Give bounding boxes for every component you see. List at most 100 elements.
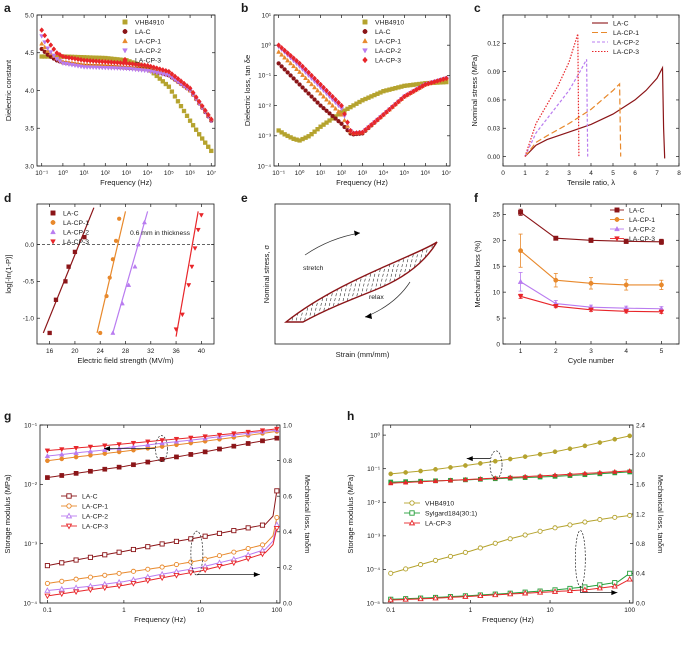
data-point xyxy=(44,593,51,600)
data-point xyxy=(186,283,192,288)
y2-tick-label: 2.0 xyxy=(636,452,645,459)
data-point xyxy=(145,566,151,572)
panel-label-f: f xyxy=(474,191,479,205)
legend-label: LA-C xyxy=(629,207,645,214)
data-point xyxy=(73,557,79,563)
data-point xyxy=(432,594,439,601)
x-tick-label: 4 xyxy=(624,348,628,355)
group-ellipse xyxy=(489,450,503,480)
legend-label: LA-CP-2 xyxy=(135,48,161,55)
series-LA-CP-3-loss xyxy=(387,575,633,603)
data-point xyxy=(330,102,336,108)
data-point xyxy=(202,562,209,569)
data-point xyxy=(195,227,201,233)
hatch-line xyxy=(384,242,410,322)
data-point xyxy=(93,58,99,65)
data-point xyxy=(200,136,205,141)
y-axis-title: Dielectric constant xyxy=(4,59,13,121)
series-line xyxy=(524,82,622,157)
data-point xyxy=(321,106,326,111)
data-point xyxy=(130,440,137,446)
data-point xyxy=(333,105,339,111)
panel-label-g: g xyxy=(4,409,11,423)
hatch-line xyxy=(405,242,431,322)
data-point xyxy=(159,457,165,462)
data-point xyxy=(282,67,287,72)
legend-marker xyxy=(122,19,128,25)
x-tick-label: 10⁷ xyxy=(206,170,216,177)
data-point xyxy=(184,113,190,118)
data-point xyxy=(87,444,94,450)
data-point xyxy=(588,280,594,286)
data-point xyxy=(118,60,123,66)
data-point xyxy=(133,61,138,68)
x-tick-label: 10⁰ xyxy=(58,169,68,177)
data-point xyxy=(597,440,603,445)
data-point xyxy=(285,50,291,56)
data-point xyxy=(567,471,573,477)
x-tick-label: 10⁵ xyxy=(164,170,174,177)
x-axis-title: Frequency (Hz) xyxy=(336,178,388,187)
y-tick-label: 10⁻⁴ xyxy=(24,600,38,607)
data-point xyxy=(205,111,211,118)
y-axis-title: Storage modulus (MPa) xyxy=(3,474,12,554)
series-LA-CP-2-loss xyxy=(44,521,280,593)
legend-marker xyxy=(614,225,620,232)
data-point xyxy=(59,447,65,453)
data-point xyxy=(273,526,280,532)
y-tick-label: 10⁻⁵ xyxy=(367,600,381,607)
data-point xyxy=(418,468,423,474)
y2-tick-label: 1.2 xyxy=(636,511,645,518)
data-point xyxy=(116,549,122,555)
data-point xyxy=(448,465,453,470)
data-point xyxy=(477,545,483,551)
annotation: 0.6 mm in thickness xyxy=(130,230,191,237)
x-tick-label: 10 xyxy=(197,607,205,614)
data-point xyxy=(187,118,193,123)
y-tick-label: 10 xyxy=(493,289,501,296)
data-point xyxy=(336,108,342,114)
y2-axis-title: Mechanical loss, tanδm xyxy=(656,475,665,553)
data-point xyxy=(39,27,45,33)
data-point xyxy=(114,59,120,66)
y-tick-label: 10⁻¹ xyxy=(258,73,272,80)
data-point xyxy=(463,463,468,468)
data-point xyxy=(626,575,633,582)
data-point xyxy=(259,542,266,548)
legend-marker xyxy=(50,228,56,235)
data-point xyxy=(294,79,299,84)
data-point xyxy=(130,61,135,67)
data-point xyxy=(110,257,116,262)
data-point xyxy=(276,49,282,54)
data-point xyxy=(88,452,93,458)
data-point xyxy=(330,113,335,119)
legend-marker xyxy=(409,500,415,506)
x-tick-label: 6 xyxy=(633,170,637,177)
series-LA-CP-1 xyxy=(518,233,664,291)
data-point xyxy=(274,488,280,494)
data-point xyxy=(517,294,524,300)
series-LA-CP-1 xyxy=(276,49,449,136)
data-point xyxy=(59,473,65,478)
y-axis-title: log[-ln(1-P)] xyxy=(4,254,13,293)
data-point xyxy=(372,119,377,126)
data-point xyxy=(104,293,109,299)
data-point xyxy=(345,119,350,126)
data-point xyxy=(309,132,314,137)
data-point xyxy=(477,592,484,598)
panel-c: 0 1 2 3 4 5 6 7 8 0.00 0.03 0.06 0.09 0.12 Tensile rat… xyxy=(470,14,681,187)
data-point xyxy=(327,99,333,105)
legend-label: LA-C xyxy=(613,20,629,27)
data-point xyxy=(462,549,468,555)
data-point xyxy=(60,53,66,60)
x-axis-title: Frequency (Hz) xyxy=(100,178,152,187)
hatch-line xyxy=(309,242,334,322)
data-point xyxy=(116,445,122,451)
legend-label: Sylgard184(30:1) xyxy=(425,510,477,517)
data-point xyxy=(59,578,65,584)
legend-label: LA-CP-3 xyxy=(135,57,161,64)
data-point xyxy=(417,478,424,484)
y-tick-label: 10⁻² xyxy=(258,103,272,110)
hatch-line xyxy=(414,242,437,322)
data-point xyxy=(160,79,165,84)
